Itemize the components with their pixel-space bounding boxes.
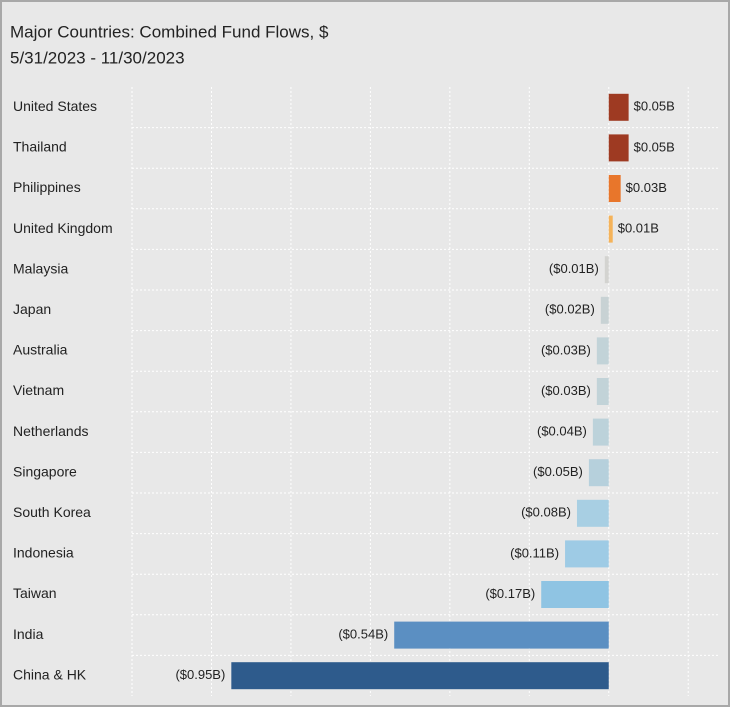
value-label: ($0.54B) [338, 627, 388, 642]
bar [608, 175, 621, 202]
bar [608, 134, 629, 162]
category-label: Malaysia [13, 260, 68, 276]
value-label: ($0.02B) [545, 302, 595, 317]
value-label: ($0.17B) [485, 586, 535, 601]
bar [596, 378, 609, 405]
bar [394, 621, 609, 649]
bar [565, 540, 609, 568]
bar [604, 256, 609, 284]
value-label: ($0.08B) [521, 505, 571, 520]
bar [592, 418, 609, 446]
bar [541, 581, 609, 608]
bar [600, 296, 609, 324]
category-label: Thailand [13, 139, 67, 155]
category-label: Vietnam [13, 382, 64, 398]
chart-subtitle: 5/31/2023 - 11/30/2023 [10, 48, 185, 67]
value-label: ($0.03B) [541, 342, 591, 357]
bar [588, 459, 609, 487]
value-label: $0.05B [634, 99, 675, 114]
category-label: United States [13, 98, 97, 114]
chart-title: Major Countries: Combined Fund Flows, $ [10, 22, 329, 41]
bar [231, 662, 609, 690]
bar [608, 93, 629, 121]
value-label: ($0.95B) [175, 667, 225, 682]
value-label: ($0.01B) [549, 261, 599, 276]
value-label: ($0.05B) [533, 464, 583, 479]
category-label: India [13, 626, 44, 642]
bar [596, 337, 609, 365]
category-label: Taiwan [13, 585, 57, 601]
category-label: Philippines [13, 179, 81, 195]
bar [608, 215, 613, 243]
category-label: Netherlands [13, 423, 89, 439]
value-label: $0.05B [634, 139, 675, 154]
category-label: Australia [13, 342, 68, 358]
category-label: Japan [13, 301, 51, 317]
category-label: China & HK [13, 666, 87, 682]
category-label: Singapore [13, 463, 77, 479]
category-label: United Kingdom [13, 220, 113, 236]
value-label: ($0.03B) [541, 383, 591, 398]
category-label: Indonesia [13, 545, 74, 561]
value-label: ($0.11B) [510, 545, 559, 560]
category-label: South Korea [13, 504, 91, 520]
bar [576, 499, 609, 527]
value-label: ($0.04B) [537, 424, 587, 439]
value-label: $0.03B [626, 180, 667, 195]
value-label: $0.01B [618, 221, 659, 236]
